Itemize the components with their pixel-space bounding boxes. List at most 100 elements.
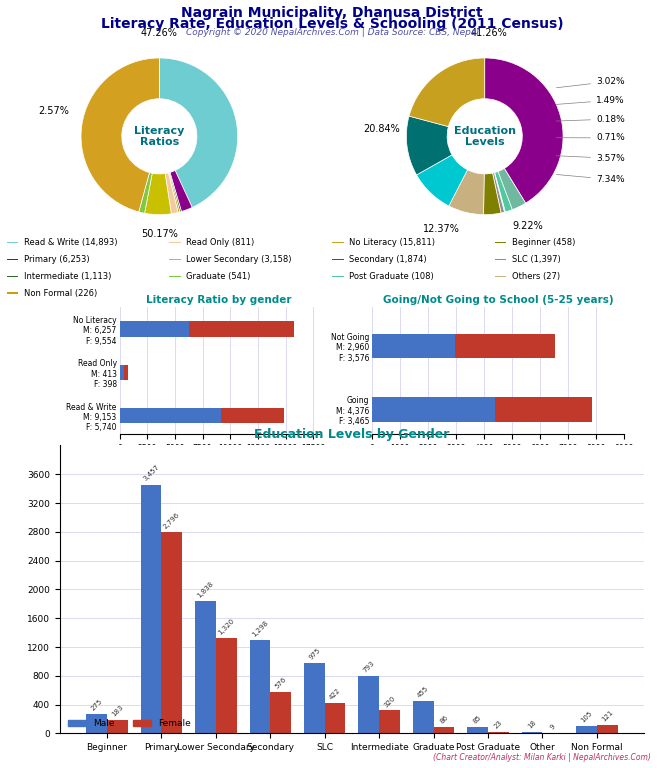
Bar [597,725,618,733]
Bar [169,259,181,260]
Wedge shape [169,172,181,212]
Text: No Literacy (15,811): No Literacy (15,811) [349,237,435,247]
Legend: Male, Female: Male, Female [438,455,558,470]
Text: Intermediate (1,113): Intermediate (1,113) [23,272,111,280]
Text: Lower Secondary (3,158): Lower Secondary (3,158) [186,255,291,263]
Bar [216,638,236,733]
Bar [124,365,129,380]
Wedge shape [169,173,180,213]
Text: Secondary (1,874): Secondary (1,874) [349,255,426,263]
Text: Literacy
Ratios: Literacy Ratios [134,125,185,147]
Text: 0.71%: 0.71% [556,134,625,142]
Text: Others (27): Others (27) [511,272,560,280]
Text: 455: 455 [416,685,430,699]
Bar [120,321,189,336]
Text: 1,838: 1,838 [197,581,214,599]
Text: 23: 23 [493,719,503,730]
Text: 183: 183 [110,704,124,718]
Text: 18: 18 [527,720,537,730]
Text: 975: 975 [307,647,321,661]
Text: 1.49%: 1.49% [556,96,625,104]
Wedge shape [409,58,485,127]
Text: Non Formal (226): Non Formal (226) [23,289,97,297]
Bar [86,713,107,733]
Text: SLC (1,397): SLC (1,397) [511,255,560,263]
Bar [189,321,295,336]
Wedge shape [139,173,152,214]
Text: 12.37%: 12.37% [423,224,460,234]
Text: 576: 576 [274,676,288,690]
Bar [120,409,221,423]
Bar [195,601,216,733]
Text: 320: 320 [382,694,396,708]
Bar [7,242,19,243]
Bar [576,726,597,733]
Text: 9: 9 [549,723,556,730]
Bar [221,409,284,423]
Bar [120,365,124,380]
Text: 3.02%: 3.02% [556,77,625,88]
Text: 793: 793 [362,660,376,674]
Bar [372,397,495,422]
Bar [495,397,592,422]
Bar [304,664,325,733]
Bar [332,242,344,243]
Text: 9.22%: 9.22% [513,220,543,230]
Text: 3,457: 3,457 [142,464,160,482]
Wedge shape [81,58,159,212]
Text: 121: 121 [600,709,614,723]
Bar [434,727,454,733]
Bar [141,485,161,733]
Text: 47.26%: 47.26% [141,28,178,38]
Bar [455,334,555,359]
Wedge shape [494,173,505,212]
Bar [325,703,345,733]
Bar [488,732,509,733]
Wedge shape [495,171,512,212]
Text: Education
Levels: Education Levels [454,125,516,147]
Wedge shape [485,58,563,204]
Text: 1,320: 1,320 [217,617,236,636]
Bar [250,640,270,733]
Text: 20.84%: 20.84% [363,124,400,134]
Legend: Male, Female: Male, Female [64,716,195,732]
Bar [495,242,507,243]
Text: (Chart Creator/Analyst: Milan Karki | NepalArchives.Com): (Chart Creator/Analyst: Milan Karki | Ne… [433,753,651,762]
Text: Nagrain Municipality, Dhanusa District: Nagrain Municipality, Dhanusa District [181,6,483,20]
Wedge shape [159,58,238,207]
Text: Copyright © 2020 NepalArchives.Com | Data Source: CBS, Nepal: Copyright © 2020 NepalArchives.Com | Dat… [185,28,479,38]
Wedge shape [170,170,193,211]
Text: Post Graduate (108): Post Graduate (108) [349,272,434,280]
Bar [7,259,19,260]
Bar [359,677,379,733]
Bar [161,532,182,733]
Text: Beginner (458): Beginner (458) [511,237,575,247]
Wedge shape [145,174,171,215]
Text: 7.34%: 7.34% [556,174,625,184]
Text: 2.57%: 2.57% [38,107,69,117]
Text: Primary (6,253): Primary (6,253) [23,255,89,263]
Wedge shape [483,173,501,214]
Wedge shape [498,168,526,210]
Wedge shape [406,116,452,175]
Text: 50.17%: 50.17% [141,229,178,239]
Bar [372,334,455,359]
Text: 2,796: 2,796 [163,511,181,530]
Wedge shape [493,173,505,213]
Text: Read Only (811): Read Only (811) [186,237,254,247]
Text: Literacy Rate, Education Levels & Schooling (2011 Census): Literacy Rate, Education Levels & School… [101,17,563,31]
Text: 85: 85 [472,715,483,725]
Text: 3.57%: 3.57% [556,154,625,163]
Wedge shape [416,155,467,206]
Text: 422: 422 [328,687,342,701]
Text: 275: 275 [90,698,104,711]
Text: Graduate (541): Graduate (541) [186,272,250,280]
Text: 41.26%: 41.26% [470,28,507,38]
Title: Literacy Ratio by gender: Literacy Ratio by gender [146,295,292,305]
Bar [522,732,542,733]
Bar [169,242,181,243]
Bar [379,710,400,733]
Bar [107,720,127,733]
Title: Education Levels by Gender: Education Levels by Gender [254,429,450,442]
Wedge shape [165,173,178,214]
